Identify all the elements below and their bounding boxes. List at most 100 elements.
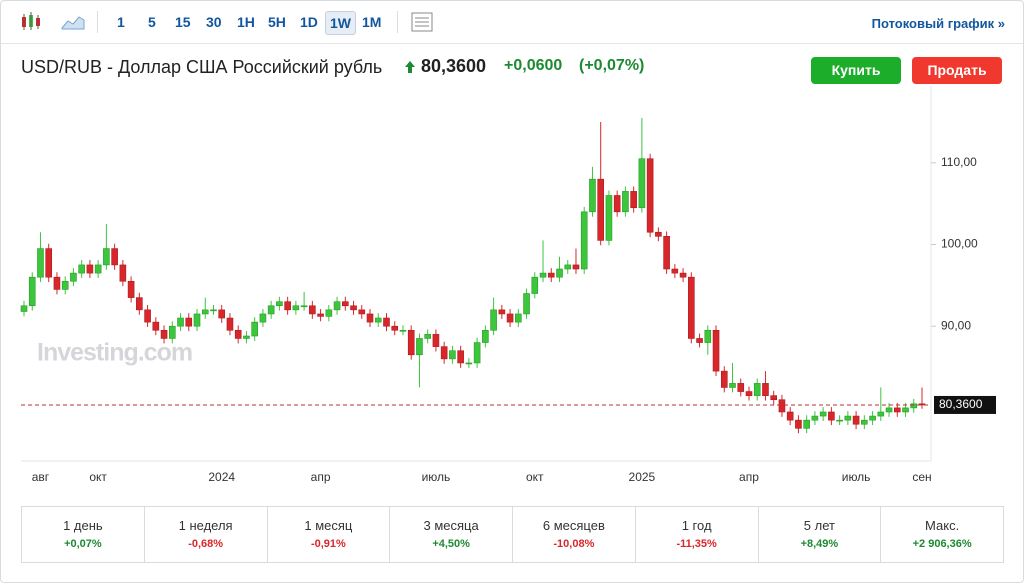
- candle-body: [416, 338, 423, 356]
- chart: Investing.com 90,00 100,00 110,00 авг окт 202…: [20, 86, 996, 484]
- candle-body: [539, 272, 547, 278]
- period-cell: 1 день +0,07%: [22, 507, 144, 562]
- up-arrow: [405, 61, 415, 73]
- period-change: -0,91%: [310, 538, 346, 550]
- candle-body: [836, 419, 843, 422]
- interval-button[interactable]: 1H: [237, 14, 255, 30]
- period-cell: 5 лет +8,49%: [757, 507, 881, 562]
- candle-body: [795, 419, 802, 429]
- candle-body: [70, 272, 77, 282]
- candle-body: [152, 321, 160, 331]
- candle-body: [276, 301, 283, 307]
- period-label: 1 год: [681, 518, 712, 533]
- period-label: 6 месяцев: [542, 518, 605, 533]
- candle-body: [885, 407, 893, 413]
- candle-body: [53, 276, 61, 290]
- candle-body: [861, 419, 868, 425]
- candle-body: [515, 313, 522, 323]
- candle-body: [893, 407, 901, 413]
- stream-link[interactable]: Потоковый график »: [871, 16, 1005, 31]
- candle-body: [325, 309, 333, 317]
- area-icon[interactable]: [61, 14, 85, 30]
- candle-body: [407, 329, 415, 356]
- change-pct: (+0,07%): [579, 57, 645, 74]
- candle-body: [28, 276, 36, 307]
- candle-body: [737, 383, 745, 392]
- candle-body: [94, 264, 102, 274]
- candle-body: [589, 178, 596, 213]
- x-tick-label: окт: [89, 470, 107, 484]
- interval-button[interactable]: 30: [206, 14, 222, 30]
- candle-body: [910, 403, 918, 409]
- candle-body: [350, 305, 357, 311]
- candle-body: [828, 411, 835, 421]
- candle-body: [605, 195, 613, 241]
- x-tick-label: 2024: [208, 470, 235, 484]
- candle-body: [160, 329, 168, 339]
- candle-body: [613, 195, 621, 213]
- candle-body: [712, 329, 720, 372]
- candle-body: [37, 248, 44, 278]
- candle-body: [902, 407, 909, 413]
- period-label: 1 день: [63, 518, 103, 533]
- period-label: 3 месяца: [423, 518, 479, 533]
- period-change: +8,49%: [800, 538, 839, 550]
- candle-body: [465, 362, 473, 365]
- interval-button[interactable]: 5H: [268, 14, 286, 30]
- x-tick-label: авг: [32, 470, 50, 484]
- candle-body: [671, 268, 679, 274]
- candle-body: [597, 178, 604, 241]
- period-label: 5 лет: [803, 518, 835, 533]
- period-label: 1 неделя: [178, 518, 233, 533]
- candle-body: [506, 313, 514, 323]
- candle-body: [251, 321, 258, 337]
- period-label: Макс.: [925, 518, 960, 533]
- interval-button[interactable]: 1M: [362, 14, 382, 30]
- candle-body: [498, 309, 506, 315]
- x-tick-label: окт: [526, 470, 544, 484]
- candle-body: [201, 309, 209, 315]
- candle-body: [663, 236, 670, 270]
- candle-body: [234, 329, 242, 339]
- candle-body: [803, 419, 810, 429]
- interval-button[interactable]: 1D: [300, 14, 318, 30]
- candle-body: [449, 350, 456, 360]
- candle-body: [61, 280, 69, 290]
- sell-button[interactable]: Продать: [912, 57, 1002, 84]
- buy-button[interactable]: Купить: [811, 57, 901, 84]
- candle-body: [869, 415, 876, 421]
- interval-button[interactable]: 5: [148, 14, 156, 30]
- candle-body: [729, 383, 736, 388]
- last-price-box: [934, 395, 996, 414]
- candle-body: [284, 301, 291, 311]
- candle-body: [819, 411, 827, 417]
- interval-button[interactable]: 1: [117, 14, 125, 30]
- candle-body: [86, 264, 94, 274]
- candle-body: [292, 305, 300, 311]
- y-tick-label: 90,00: [941, 318, 971, 332]
- candle-body: [127, 280, 135, 298]
- candle-body: [144, 309, 151, 323]
- candle-body: [572, 264, 580, 270]
- period-cell: 6 месяцев -10,08%: [512, 507, 635, 562]
- period-cell: 1 месяц -0,91%: [266, 507, 390, 562]
- candle-body: [877, 411, 885, 417]
- period-table: 1 день +0,07% 1 неделя -0,68% 1 месяц -0,91% 3…: [21, 506, 1004, 563]
- candle-icon[interactable]: [19, 12, 43, 32]
- candle-body: [679, 272, 687, 278]
- candle-body: [210, 309, 217, 312]
- candle-body: [177, 317, 184, 327]
- candle-body: [688, 276, 695, 339]
- x-tick-label: апр: [311, 470, 331, 484]
- interval-button[interactable]: 15: [175, 14, 191, 30]
- candle-body: [383, 317, 390, 327]
- candle-body: [786, 411, 794, 421]
- candle-body: [259, 313, 267, 323]
- x-tick-label: апр: [739, 470, 759, 484]
- candle-body: [720, 370, 728, 388]
- table-icon[interactable]: [411, 12, 433, 32]
- candle-body: [391, 325, 399, 331]
- interval-button[interactable]: 1W: [325, 11, 356, 35]
- candle-body: [78, 264, 85, 274]
- candle-body: [770, 395, 778, 401]
